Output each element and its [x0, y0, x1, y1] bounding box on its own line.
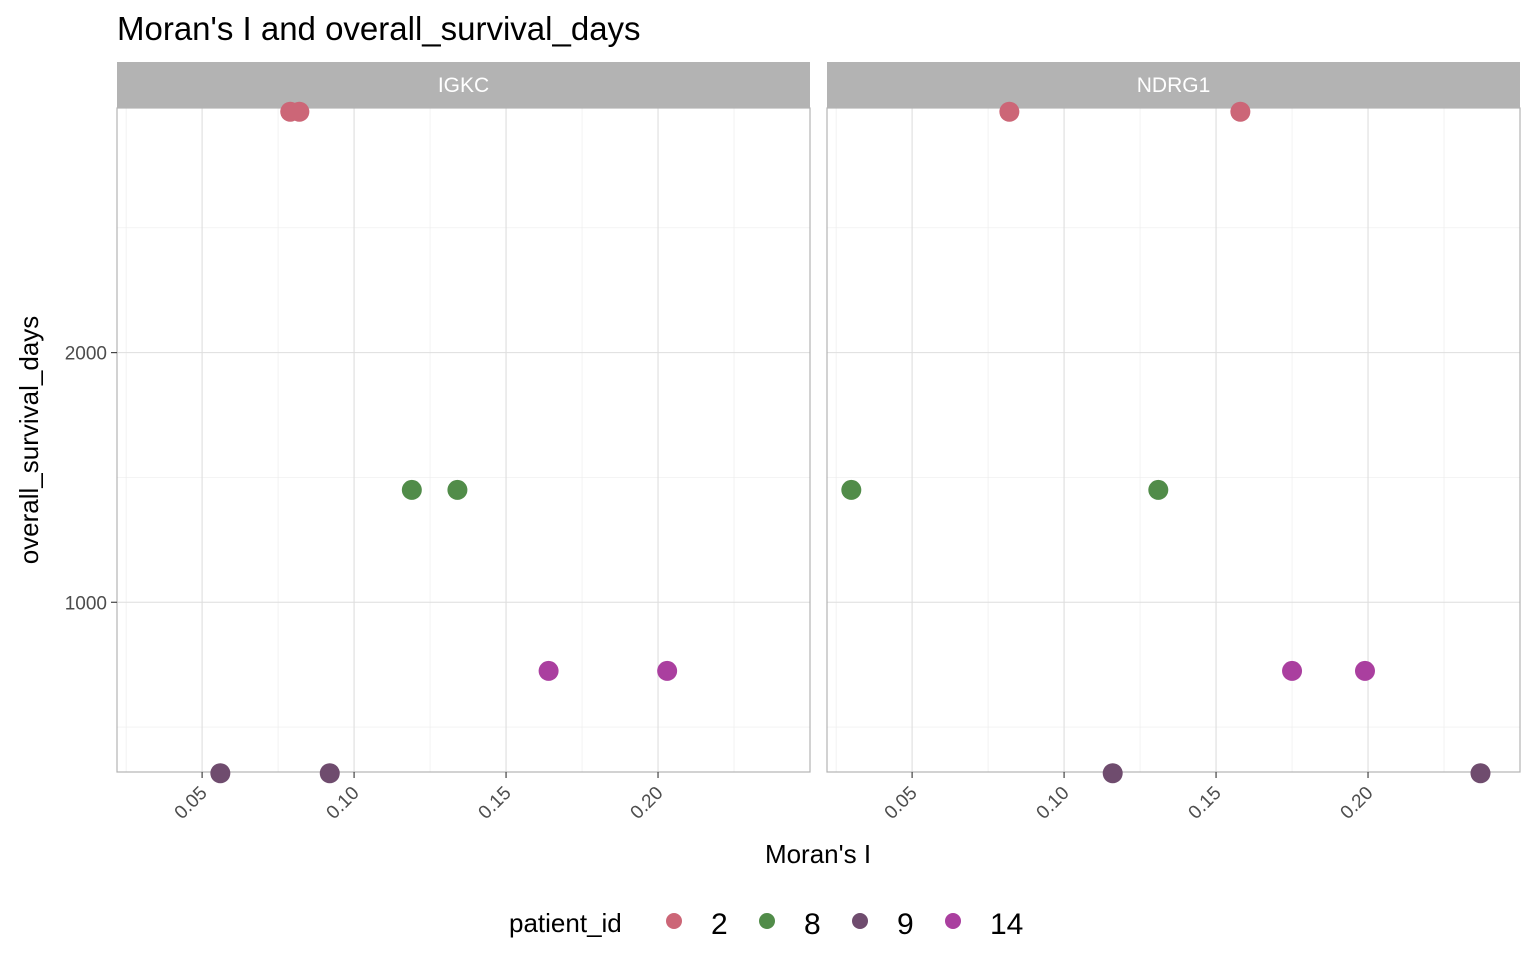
panel-border [826, 107, 1521, 773]
data-point-patient-9 [1470, 763, 1491, 784]
facet-strip [827, 62, 1520, 108]
data-point-patient-9 [319, 763, 340, 784]
data-point-patient-14 [1354, 660, 1375, 681]
x-axis-title: Moran's I [765, 839, 871, 869]
facet-strip-label: IGKC [438, 74, 489, 97]
panel-background [117, 108, 810, 772]
data-point-patient-2 [289, 101, 310, 122]
legend-item-8: 8 [759, 908, 821, 941]
x-tick-label: 0.10 [1033, 783, 1074, 824]
chart-title: Moran's I and overall_survival_days [117, 10, 641, 47]
legend-label: 14 [990, 908, 1023, 941]
x-tick-label: 0.05 [881, 783, 922, 824]
data-point-patient-2 [999, 101, 1020, 122]
legend-label: 9 [897, 908, 914, 941]
facet-panels: IGKC 0.05 0.10 0.15 0.20 1000 2000 NDRG1 0.05 0.1… [65, 62, 1521, 824]
data-point-patient-9 [210, 763, 231, 784]
data-point-patient-8 [1148, 479, 1169, 500]
x-tick-label: 0.05 [171, 783, 212, 824]
x-tick-label: 0.10 [323, 783, 364, 824]
legend-key [666, 913, 682, 929]
legend-key [945, 913, 961, 929]
legend-item-14: 14 [945, 908, 1023, 941]
legend-label: 2 [711, 908, 728, 941]
data-point-patient-14 [538, 660, 559, 681]
facet-strip [117, 62, 810, 108]
panel-border [116, 107, 811, 773]
x-tick-label: 0.15 [475, 783, 516, 824]
x-tick-label: 0.15 [1185, 783, 1226, 824]
y-tick-label: 2000 [65, 344, 107, 365]
data-point-patient-8 [447, 479, 468, 500]
data-point-patient-8 [841, 479, 862, 500]
data-point-patient-9 [1102, 763, 1123, 784]
data-point-patient-14 [1282, 660, 1303, 681]
y-axis-title: overall_survival_days [14, 316, 44, 565]
legend-item-9: 9 [852, 908, 914, 941]
facet-strip-label: NDRG1 [1137, 74, 1211, 97]
y-tick-label: 1000 [65, 593, 107, 614]
data-point-patient-8 [401, 479, 422, 500]
data-point-patient-14 [657, 660, 678, 681]
facet-panel-ndrg1: NDRG1 0.05 0.10 0.15 0.20 [826, 62, 1521, 824]
legend-item-2: 2 [666, 908, 728, 941]
legend-title: patient_id [509, 908, 622, 938]
data-point-patient-2 [1230, 101, 1251, 122]
panel-background [827, 108, 1520, 772]
legend: patient_id 2 8 9 14 [509, 908, 1023, 941]
legend-label: 8 [804, 908, 821, 941]
legend-key [852, 913, 868, 929]
x-tick-label: 0.20 [627, 783, 668, 824]
legend-key [759, 913, 775, 929]
x-tick-label: 0.20 [1337, 783, 1378, 824]
facet-panel-igkc: IGKC 0.05 0.10 0.15 0.20 1000 2000 [65, 62, 811, 824]
